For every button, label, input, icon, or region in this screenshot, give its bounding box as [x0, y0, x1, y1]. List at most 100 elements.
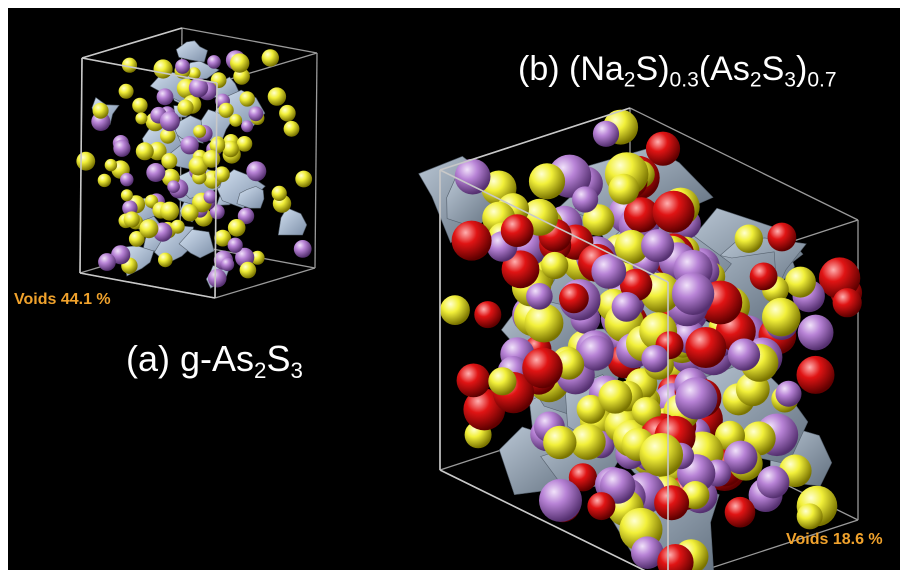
arsenic-atom [526, 283, 553, 310]
sodium-atom [749, 262, 778, 291]
cube-edge-front [439, 107, 631, 171]
arsenic-atom [207, 268, 227, 288]
sulfur-atom [528, 163, 566, 200]
arsenic-atom [727, 338, 761, 371]
sulfur-atom [210, 72, 227, 89]
arsenic-atom [156, 88, 174, 106]
sulfur-atom [734, 224, 763, 253]
arsenic-atom [611, 292, 642, 322]
sulfur-atom [135, 142, 154, 161]
sulfur-atom [139, 219, 159, 239]
sulfur-atom [283, 120, 300, 137]
arsenic-atom [797, 314, 834, 351]
arsenic-atom [293, 240, 312, 258]
sulfur-atom [76, 151, 96, 171]
sulfur-atom [440, 295, 470, 325]
sulfur-atom [598, 379, 633, 414]
arsenic-atom [120, 172, 134, 187]
sodium-atom [685, 327, 727, 368]
arsenic-atom [578, 335, 614, 371]
cube-edge [181, 27, 318, 54]
sulfur-atom [295, 170, 313, 188]
sodium-atom [500, 214, 534, 248]
cube-edge-front [214, 82, 218, 299]
sodium-atom [623, 197, 660, 233]
sulfur-atom [229, 114, 243, 127]
sulfur-atom [230, 53, 250, 73]
sodium-atom [767, 222, 797, 252]
panel-b-title-part5: ) [796, 50, 808, 88]
sulfur-atom [576, 394, 606, 424]
cube-edge-front [79, 272, 216, 299]
panel-b-title: (b) (Na2S)0.3(As2S3)0.7 [518, 50, 837, 92]
arsenic-atom [454, 158, 491, 195]
arsenic-atom [671, 272, 715, 315]
void-surface [175, 40, 208, 63]
panel-b-title-sub2: 0.3 [669, 68, 699, 92]
arsenic-atom [180, 136, 199, 155]
sulfur-atom [218, 102, 234, 118]
sodium-atom [568, 463, 598, 492]
sulfur-atom [193, 124, 207, 138]
sulfur-atom [762, 297, 801, 337]
arsenic-atom [203, 190, 218, 204]
sulfur-atom [543, 425, 577, 460]
arsenic-atom [539, 478, 582, 522]
sulfur-atom [239, 91, 255, 107]
sodium-atom [559, 283, 589, 314]
arsenic-atom [641, 229, 675, 263]
arsenic-atom [241, 120, 254, 133]
sulfur-atom [148, 141, 167, 161]
panel-b-title-sub1: 2 [623, 68, 636, 92]
sulfur-atom [177, 99, 194, 116]
sulfur-atom [158, 252, 173, 268]
arsenic-atom [246, 161, 267, 182]
arsenic-atom [227, 237, 243, 253]
sulfur-atom [153, 59, 173, 79]
sulfur-atom [524, 303, 564, 343]
sulfur-atom [488, 367, 517, 396]
sulfur-atom [97, 173, 112, 188]
voids-label-b: Voids 18.6 % [786, 531, 883, 548]
sulfur-atom [123, 211, 140, 228]
sodium-atom [522, 347, 563, 389]
cube-edge [702, 519, 859, 570]
arsenic-atom [159, 111, 180, 132]
sodium-atom [654, 485, 690, 521]
arsenic-atom [675, 377, 718, 420]
cube-edge-front [81, 57, 218, 84]
sulfur-atom [639, 433, 684, 477]
sulfur-atom [170, 219, 185, 234]
sulfur-atom [118, 83, 134, 99]
arsenic-atom [113, 139, 131, 157]
sulfur-atom [161, 153, 178, 169]
sulfur-atom [222, 140, 239, 158]
cube-edge [314, 52, 318, 269]
sulfur-atom [181, 204, 199, 222]
sulfur-atom [271, 185, 287, 201]
arsenic-atom [207, 55, 221, 69]
sulfur-atom [135, 112, 148, 125]
panel-a-title-part2: S [266, 338, 291, 379]
cube-a-as2s3 [76, 27, 318, 299]
sulfur-atom [569, 423, 606, 460]
sulfur-atom [582, 204, 615, 237]
sodium-atom [645, 131, 681, 166]
sulfur-atom [796, 503, 823, 530]
sulfur-atom [227, 219, 246, 237]
panel-b-title-part2: S) [635, 50, 670, 88]
arsenic-atom [175, 59, 190, 74]
arsenic-atom [775, 380, 802, 407]
cube-edge [214, 267, 316, 299]
arsenic-atom [209, 204, 225, 220]
sulfur-atom [279, 104, 296, 122]
sodium-atom [832, 288, 862, 318]
arsenic-atom [641, 345, 669, 373]
sulfur-atom [608, 173, 640, 205]
cube-b-na2s-as2s3 [418, 107, 863, 570]
sodium-atom [501, 250, 540, 289]
figure-frame: (b) (Na2S)0.3(As2S3)0.7 (a) g-As2S3 Void… [8, 8, 900, 570]
sodium-atom [474, 301, 502, 329]
panel-a-title: (a) g-As2S3 [126, 338, 303, 382]
arsenic-atom [111, 245, 131, 265]
